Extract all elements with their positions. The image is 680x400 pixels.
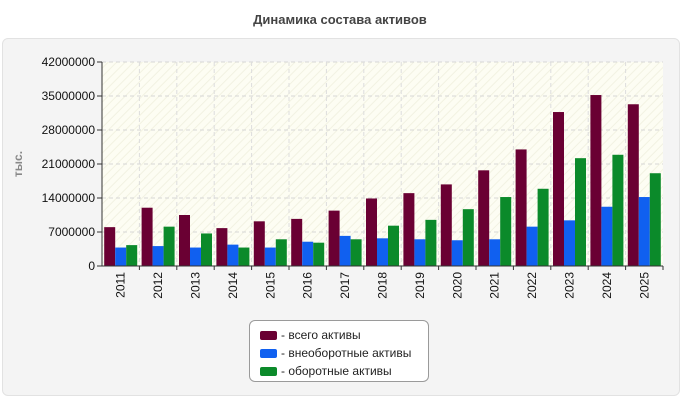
x-tick-label: 2024 [600, 272, 614, 299]
bar-current-assets [612, 154, 624, 266]
chart-title: Динамика состава активов [253, 12, 427, 27]
legend-label-total: - всего активы [281, 328, 361, 342]
y-tick-label: 14000000 [42, 191, 96, 205]
bar-total-assets [366, 198, 377, 266]
bar-noncurrent-assets [526, 226, 538, 266]
bar-current-assets [500, 197, 512, 266]
bar-current-assets [649, 173, 661, 266]
x-tick-label: 2025 [637, 272, 651, 299]
bar-current-assets [462, 209, 474, 266]
x-tick-label: 2017 [338, 272, 352, 299]
bar-total-assets [590, 95, 602, 267]
bar-current-assets [313, 242, 325, 266]
bar-total-assets [478, 170, 490, 266]
bar-total-assets [291, 218, 303, 266]
x-tick-label: 2013 [189, 272, 203, 299]
bar-total-assets [141, 207, 153, 266]
bar-current-assets [238, 247, 250, 266]
bar-total-assets [104, 227, 116, 266]
bar-total-assets [328, 210, 340, 266]
bar-total-assets [440, 184, 452, 266]
bar-total-assets [627, 104, 639, 266]
legend-label-noncurrent: - внеоборотные активы [281, 346, 412, 360]
bar-noncurrent-assets [564, 220, 575, 266]
bar-noncurrent-assets [302, 241, 314, 266]
x-tick-label: 2018 [376, 272, 390, 299]
x-tick-label: 2016 [301, 272, 315, 299]
legend-swatch-current [260, 366, 277, 376]
y-tick-label: 35000000 [42, 89, 96, 103]
bar-current-assets [350, 239, 362, 266]
bar-current-assets [201, 233, 212, 266]
bar-total-assets [216, 228, 228, 266]
y-tick-label: 42000000 [42, 55, 96, 69]
chart-legend: - всего активы - внеоборотные активы - о… [249, 320, 429, 382]
bar-current-assets [163, 226, 175, 266]
y-tick-label: 7000000 [48, 225, 95, 239]
legend-swatch-noncurrent [260, 348, 277, 358]
bar-current-assets [537, 188, 549, 266]
bar-current-assets [275, 239, 287, 266]
y-tick-label: 21000000 [42, 157, 96, 171]
bar-noncurrent-assets [152, 246, 164, 266]
y-axis-label: тыс. [11, 151, 25, 177]
x-tick-label: 2015 [263, 272, 277, 299]
x-tick-label: 2022 [525, 272, 539, 299]
bar-current-assets [126, 245, 138, 266]
bar-noncurrent-assets [489, 239, 501, 266]
legend-item-total: - всего активы [260, 326, 428, 344]
x-tick-label: 2012 [151, 272, 165, 299]
bar-noncurrent-assets [601, 206, 613, 266]
bar-noncurrent-assets [339, 235, 351, 266]
x-tick-label: 2023 [563, 272, 577, 299]
bar-total-assets [179, 215, 190, 266]
x-tick-label: 2014 [226, 272, 240, 299]
x-tick-label: 2019 [413, 272, 427, 299]
legend-item-noncurrent: - внеоборотные активы [260, 344, 428, 362]
legend-label-current: - оборотные активы [281, 364, 392, 378]
bar-noncurrent-assets [264, 247, 276, 266]
bar-current-assets [575, 158, 586, 266]
bar-total-assets [553, 112, 564, 267]
legend-swatch-total [260, 330, 277, 340]
bar-noncurrent-assets [638, 197, 650, 266]
bar-noncurrent-assets [451, 240, 463, 266]
legend-item-current: - оборотные активы [260, 362, 428, 380]
bar-noncurrent-assets [115, 247, 127, 266]
x-tick-label: 2011 [114, 272, 128, 298]
bar-current-assets [425, 219, 437, 266]
bar-total-assets [253, 221, 265, 266]
bar-noncurrent-assets [414, 239, 426, 266]
x-tick-label: 2021 [488, 272, 502, 299]
bar-total-assets [515, 149, 527, 266]
bar-noncurrent-assets [227, 244, 239, 266]
x-tick-label: 2020 [450, 272, 464, 299]
bar-total-assets [403, 193, 415, 266]
bar-current-assets [388, 225, 399, 266]
bar-noncurrent-assets [190, 247, 201, 266]
bar-noncurrent-assets [377, 238, 388, 266]
y-tick-label: 28000000 [42, 123, 96, 137]
y-tick-label: 0 [88, 259, 95, 273]
